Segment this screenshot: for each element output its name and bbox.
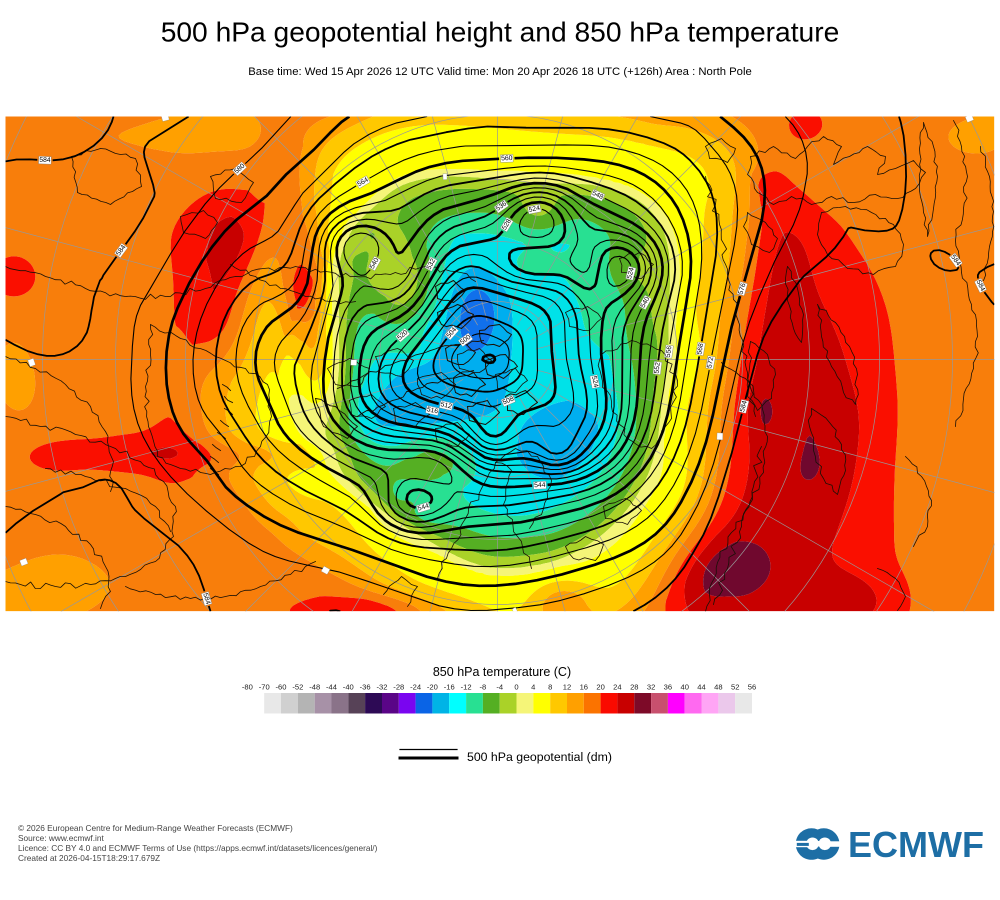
svg-text:508: 508 [502, 395, 515, 406]
svg-text:56: 56 [748, 683, 756, 692]
svg-text:500 hPa geopotential (dm): 500 hPa geopotential (dm) [467, 750, 612, 764]
svg-text:8: 8 [548, 683, 552, 692]
svg-text:548: 548 [591, 190, 604, 201]
svg-text:28: 28 [630, 683, 638, 692]
svg-text:512: 512 [440, 401, 453, 410]
svg-text:568: 568 [696, 343, 705, 356]
svg-text:48: 48 [714, 683, 722, 692]
svg-text:© 2026 European Centre for Med: © 2026 European Centre for Medium-Range … [18, 823, 293, 833]
svg-text:32: 32 [647, 683, 655, 692]
svg-text:Created at 2026-04-15T18:29:17: Created at 2026-04-15T18:29:17.679Z [18, 853, 160, 863]
svg-text:524: 524 [528, 205, 541, 214]
svg-text:540: 540 [369, 257, 381, 271]
svg-text:576: 576 [738, 282, 748, 295]
svg-text:40: 40 [680, 683, 688, 692]
svg-text:52: 52 [731, 683, 739, 692]
svg-text:-40: -40 [343, 683, 354, 692]
svg-text:500 hPa geopotential height an: 500 hPa geopotential height and 850 hPa … [161, 16, 840, 48]
svg-text:12: 12 [563, 683, 571, 692]
svg-text:-24: -24 [410, 683, 421, 692]
svg-text:Source: www.ecmwf.int: Source: www.ecmwf.int [18, 833, 104, 843]
svg-text:-28: -28 [393, 683, 404, 692]
svg-text:560: 560 [501, 155, 513, 162]
svg-text:-36: -36 [360, 683, 371, 692]
svg-text:584: 584 [739, 400, 749, 413]
svg-text:850 hPa temperature (C): 850 hPa temperature (C) [433, 665, 571, 679]
svg-text:-44: -44 [326, 683, 337, 692]
svg-text:584: 584 [975, 279, 986, 292]
svg-text:-52: -52 [292, 683, 303, 692]
svg-text:4: 4 [531, 683, 535, 692]
svg-text:24: 24 [613, 683, 621, 692]
svg-text:540: 540 [640, 296, 652, 310]
svg-text:-20: -20 [427, 683, 438, 692]
svg-text:584: 584 [39, 157, 51, 164]
svg-text:-80: -80 [242, 683, 253, 692]
svg-text:584: 584 [201, 592, 211, 605]
svg-text:-48: -48 [309, 683, 320, 692]
svg-text:544: 544 [534, 482, 546, 489]
svg-text:-8: -8 [480, 683, 487, 692]
svg-text:-32: -32 [377, 683, 388, 692]
svg-text:552: 552 [654, 362, 662, 374]
svg-text:516: 516 [426, 406, 439, 415]
svg-text:-60: -60 [276, 683, 287, 692]
svg-text:36: 36 [664, 683, 672, 692]
svg-text:ECMWF: ECMWF [848, 824, 984, 865]
svg-text:20: 20 [596, 683, 604, 692]
svg-text:524: 524 [626, 267, 636, 280]
svg-text:544: 544 [417, 503, 430, 513]
svg-text:-4: -4 [496, 683, 503, 692]
svg-text:564: 564 [356, 176, 370, 188]
svg-text:556: 556 [665, 345, 674, 357]
svg-text:-70: -70 [259, 683, 270, 692]
svg-text:Base time: Wed 15 Apr 2026 12: Base time: Wed 15 Apr 2026 12 UTC Valid … [248, 66, 752, 78]
svg-text:16: 16 [580, 683, 588, 692]
svg-text:-12: -12 [461, 683, 472, 692]
svg-text:524: 524 [590, 375, 599, 388]
svg-text:Licence: CC BY 4.0 and ECMWF T: Licence: CC BY 4.0 and ECMWF Terms of Us… [18, 843, 378, 853]
svg-text:-16: -16 [444, 683, 455, 692]
svg-text:44: 44 [697, 683, 705, 692]
svg-text:572: 572 [706, 356, 715, 369]
svg-text:532: 532 [426, 257, 438, 270]
svg-text:528: 528 [501, 218, 513, 232]
svg-text:0: 0 [514, 683, 518, 692]
